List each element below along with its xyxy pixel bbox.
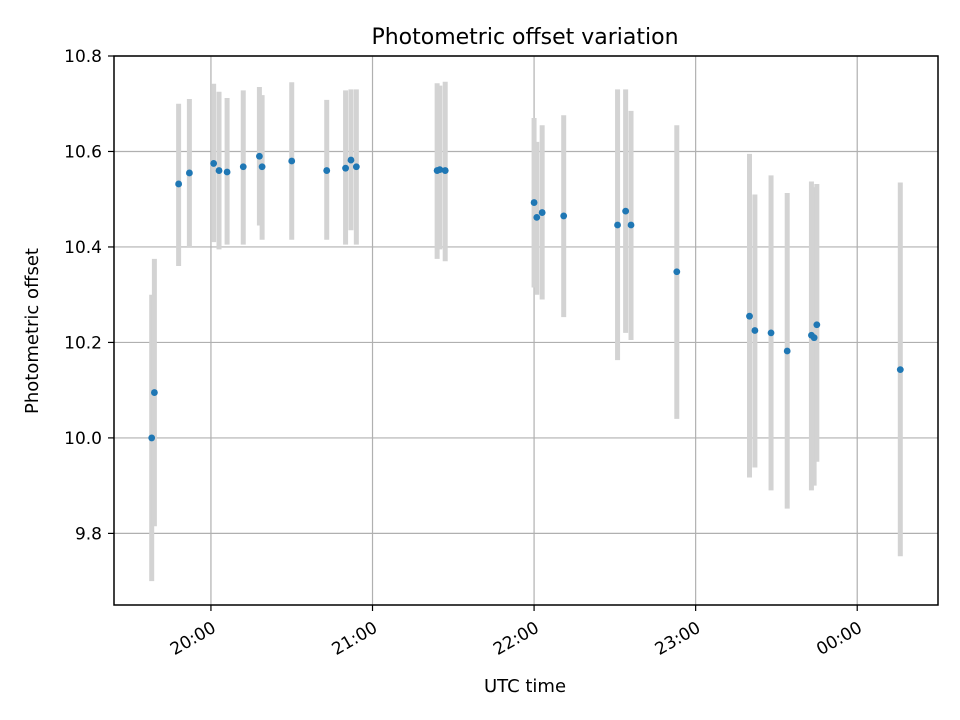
y-tick-label: 10.2 xyxy=(64,333,102,353)
data-point xyxy=(530,199,538,206)
data-point xyxy=(342,164,349,172)
data-point xyxy=(150,389,158,396)
data-point xyxy=(288,157,296,165)
data-point xyxy=(813,321,821,329)
data-point xyxy=(323,167,331,174)
axis-ticks: 9.8 10.0 10.2 10.4 10.6 10.8 20:00 21:00 22:00 23… xyxy=(64,47,866,660)
y-tick-label: 10.8 xyxy=(64,47,102,67)
data-point xyxy=(352,163,360,171)
data-point xyxy=(258,163,266,171)
y-tick-label: 10.6 xyxy=(64,142,102,162)
data-point xyxy=(622,207,630,215)
y-tick-label: 9.8 xyxy=(75,524,102,544)
data-point xyxy=(767,329,775,337)
data-point xyxy=(673,268,681,276)
x-tick-label: 20:00 xyxy=(167,618,219,660)
data-point xyxy=(347,156,355,164)
data-point xyxy=(751,327,759,334)
data-point xyxy=(239,163,247,171)
data-point xyxy=(185,169,193,177)
error-bars xyxy=(149,81,903,582)
data-point xyxy=(627,221,635,229)
data-point xyxy=(538,209,546,216)
x-axis-label: UTC time xyxy=(484,676,566,697)
data-point xyxy=(783,347,791,355)
data-point xyxy=(210,160,218,167)
data-points xyxy=(148,152,904,442)
data-point xyxy=(223,168,231,176)
data-point xyxy=(560,212,568,220)
data-point xyxy=(175,180,183,188)
y-tick-label: 10.4 xyxy=(64,238,102,258)
chart-title: Photometric offset variation xyxy=(371,25,678,50)
data-point xyxy=(148,434,156,442)
plot-frame xyxy=(113,55,939,606)
y-axis-label: Photometric offset xyxy=(22,248,43,414)
data-point xyxy=(533,213,541,221)
data-point xyxy=(810,334,818,342)
x-tick-label: 22:00 xyxy=(490,618,542,660)
data-point xyxy=(746,312,753,320)
data-point xyxy=(614,221,621,229)
data-point xyxy=(256,152,263,160)
x-tick-label: 23:00 xyxy=(652,618,704,660)
data-point xyxy=(896,366,904,374)
data-point xyxy=(215,167,223,174)
y-tick-label: 10.0 xyxy=(64,429,102,449)
x-tick-label: 00:00 xyxy=(813,618,865,660)
data-point xyxy=(441,167,449,174)
x-tick-label: 21:00 xyxy=(329,618,381,660)
data-point xyxy=(436,166,444,174)
